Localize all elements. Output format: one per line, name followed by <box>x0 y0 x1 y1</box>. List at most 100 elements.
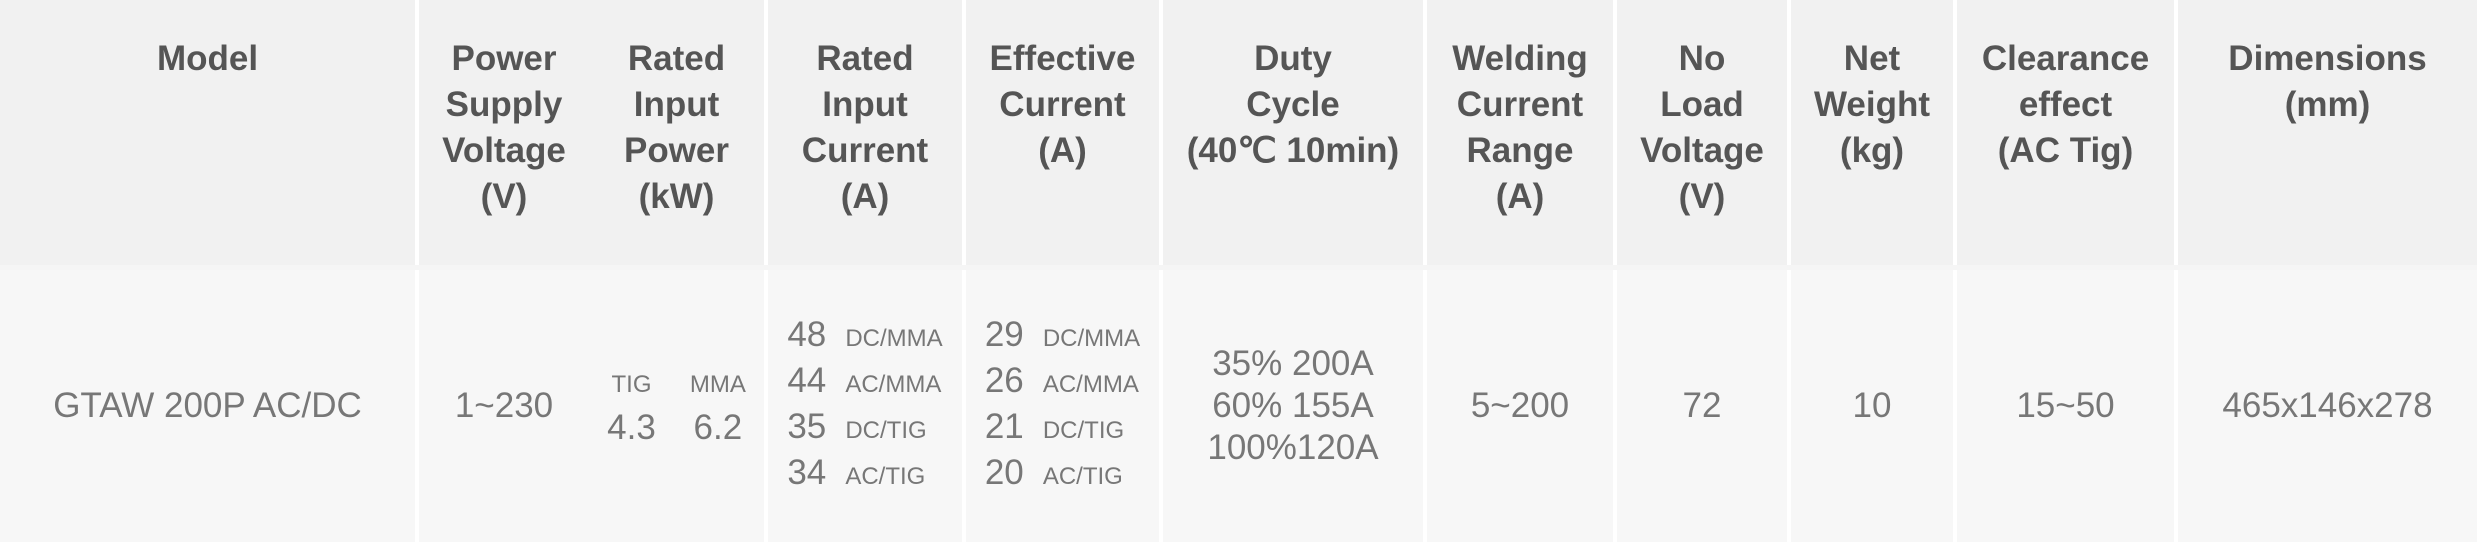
value-list: 29 DC/MMA 26 AC/MMA 21 DC/TIG 20 AC/TIG <box>985 314 1140 498</box>
value: 26 <box>984 361 1024 400</box>
header-cell: Dimensions (mm) <box>2174 0 2477 265</box>
header-cell: No Load Voltage (V) <box>1613 0 1787 265</box>
list-line: 35 DC/TIG <box>787 406 942 452</box>
data-cell: 72 <box>1613 270 1787 542</box>
value: 20 <box>984 453 1024 492</box>
list-line: 44 AC/MMA <box>787 360 942 406</box>
duty-line: 60% 155A <box>1212 386 1374 425</box>
header-text: Rated <box>627 39 726 78</box>
list-line: 48 DC/MMA <box>787 314 942 360</box>
power-col: TIG 4.3 <box>607 363 656 449</box>
data-cell: 48 DC/MMA 44 AC/MMA 35 DC/TIG 34 AC/TIG <box>764 270 962 542</box>
header-text: Current <box>999 85 1126 124</box>
data-cell: 35% 200A 60% 155A 100%120A <box>1159 270 1423 542</box>
power-col: MMA 6.2 <box>690 363 746 449</box>
header-text: Clearance <box>1981 39 2150 78</box>
header-text: Range <box>1466 131 1574 170</box>
data-cell: GTAW 200P AC/DC <box>0 270 415 542</box>
list-line: 26 AC/MMA <box>985 360 1140 406</box>
list-line: 34 AC/TIG <box>787 452 942 498</box>
data-row: GTAW 200P AC/DC 1~230 TIG 4.3 MMA 6.2 48 DC/MMA… <box>0 270 2477 542</box>
header-text: Model <box>156 39 259 78</box>
list-line: 29 DC/MMA <box>985 314 1140 360</box>
header-text: (mm) <box>2284 85 2371 124</box>
value: 34 <box>787 453 827 492</box>
header-text: (AC Tig) <box>1997 131 2134 170</box>
mode: MMA <box>689 371 746 398</box>
cell-text: 10 <box>1852 386 1892 425</box>
header-text: (A) <box>1038 131 1087 170</box>
header-cell: Power Supply Voltage (V) <box>415 0 589 265</box>
header-text: Effective <box>989 39 1136 78</box>
header-text: Cycle <box>1246 85 1340 124</box>
cell-text: 15~50 <box>2016 386 2115 425</box>
header-row: Model Power Supply Voltage (V) Rated Input Powe… <box>0 0 2477 265</box>
data-cell: 10 <box>1787 270 1953 542</box>
mode: DC/MMA <box>845 325 943 352</box>
mode: AC/MMA <box>1042 371 1139 398</box>
data-cell: 465x146x278 <box>2174 270 2477 542</box>
header-cell: Duty Cycle (40℃ 10min) <box>1159 0 1423 265</box>
data-cell: 29 DC/MMA 26 AC/MMA 21 DC/TIG 20 AC/TIG <box>962 270 1159 542</box>
cell-text: GTAW 200P AC/DC <box>53 386 362 425</box>
header-cell: Net Weight (kg) <box>1787 0 1953 265</box>
header-cell: Welding Current Range (A) <box>1423 0 1613 265</box>
header-text: Input <box>822 85 908 124</box>
header-text: Current <box>1456 85 1584 124</box>
value: 29 <box>984 315 1024 354</box>
mode: TIG <box>611 371 652 398</box>
mode: DC/MMA <box>1042 325 1141 352</box>
header-text: effect <box>2018 85 2113 124</box>
header-text: Net <box>1843 39 1901 78</box>
header-cell: Model <box>0 0 415 265</box>
power-pair: TIG 4.3 MMA 6.2 <box>607 363 746 449</box>
header-text: Voltage <box>1640 131 1764 170</box>
value: 21 <box>984 407 1024 446</box>
header-cell: Effective Current (A) <box>962 0 1159 265</box>
cell-text: 465x146x278 <box>2222 386 2433 425</box>
value: 44 <box>787 361 827 400</box>
header-text: (V) <box>1678 177 1726 216</box>
value-list: 48 DC/MMA 44 AC/MMA 35 DC/TIG 34 AC/TIG <box>787 314 942 498</box>
cell-text: 72 <box>1682 386 1722 425</box>
header-text: (A) <box>1495 177 1545 216</box>
header-cell: Clearance effect (AC Tig) <box>1953 0 2174 265</box>
header-text: No <box>1678 39 1726 78</box>
header-text: Supply <box>445 85 563 124</box>
duty-list: 35% 200A 60% 155A 100%120A <box>1207 343 1378 469</box>
header-text: Voltage <box>442 131 566 170</box>
list-line: 20 AC/TIG <box>985 452 1140 498</box>
header-text: (kg) <box>1839 131 1905 170</box>
mode: AC/MMA <box>845 371 942 398</box>
header-text: Input <box>633 85 720 124</box>
header-text: (A) <box>840 177 890 216</box>
value: 48 <box>787 315 827 354</box>
header-text: Power <box>623 131 730 170</box>
header-text: (40℃ 10min) <box>1186 131 1400 170</box>
header-cell: Rated Input Power (kW) <box>589 0 764 265</box>
header-text: Dimensions <box>2228 39 2427 78</box>
data-cell: 15~50 <box>1953 270 2174 542</box>
value: 4.3 <box>607 408 656 447</box>
mode: DC/TIG <box>1042 417 1125 444</box>
mode: AC/TIG <box>845 463 926 490</box>
header-text: Weight <box>1813 85 1930 124</box>
cell-text: 5~200 <box>1470 386 1570 425</box>
duty-line: 100%120A <box>1207 428 1379 467</box>
header-text: (kW) <box>638 177 715 216</box>
cell-text: 1~230 <box>454 386 554 425</box>
list-line: 21 DC/TIG <box>985 406 1140 452</box>
data-cell: 1~230 <box>415 270 589 542</box>
data-cell: 5~200 <box>1423 270 1613 542</box>
header-text: Power <box>451 39 557 78</box>
value: 35 <box>787 407 827 446</box>
data-cell: TIG 4.3 MMA 6.2 <box>589 270 764 542</box>
value: 6.2 <box>693 408 743 447</box>
header-cell: Rated Input Current (A) <box>764 0 962 265</box>
header-text: Load <box>1660 85 1744 124</box>
header-text: Welding <box>1452 39 1588 78</box>
mode: AC/TIG <box>1042 463 1123 490</box>
header-text: (V) <box>480 177 528 216</box>
mode: DC/TIG <box>845 417 927 444</box>
header-text: Duty <box>1254 39 1332 78</box>
